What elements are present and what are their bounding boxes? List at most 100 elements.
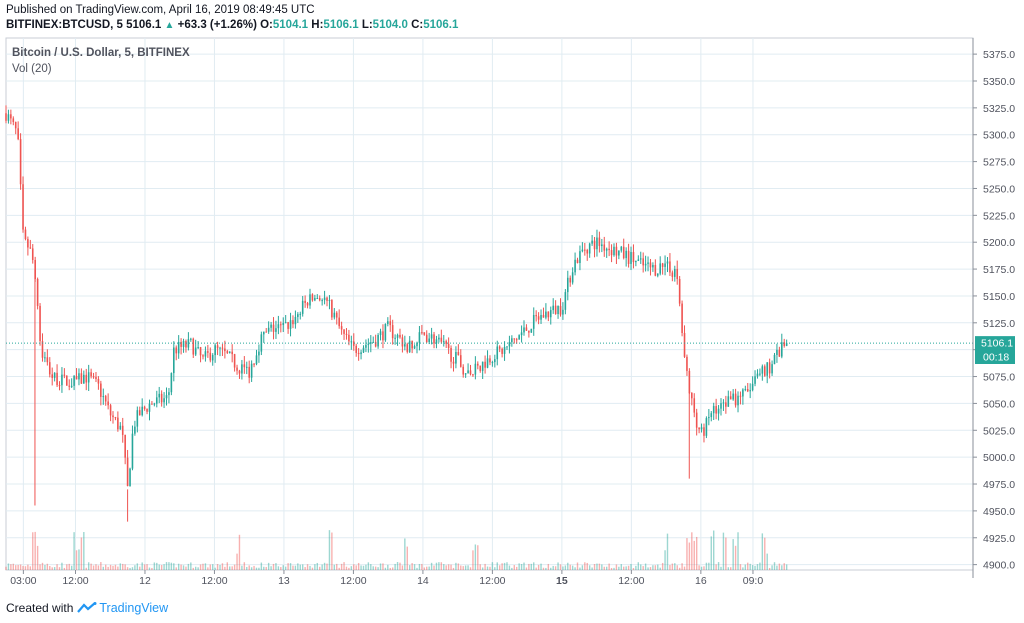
volume-bar (416, 567, 418, 570)
candles (5, 105, 788, 522)
volume-bar (39, 564, 41, 570)
candle-body (255, 355, 258, 365)
candle-body (7, 114, 10, 121)
time-axis[interactable]: 03:00 12:00 12 12:00 13 12:00 14 12:00 15 12:00 16… (10, 570, 763, 587)
candle-body (141, 406, 143, 416)
tradingview-logo[interactable]: TradingView (77, 601, 168, 615)
volume-bar (112, 565, 114, 570)
volume-bar (319, 566, 321, 570)
candle-body (270, 324, 272, 328)
volume-bar (180, 564, 182, 570)
candle-body (168, 392, 170, 396)
volume-bar (97, 565, 100, 570)
candle-body (173, 347, 175, 374)
candle-body (661, 263, 664, 267)
volume-bar (345, 566, 348, 570)
candle-body (355, 345, 358, 353)
y-tick-label: 4900.0 (983, 560, 1015, 572)
candle-body (211, 355, 214, 361)
candle-body (292, 320, 294, 325)
candle-body (224, 348, 226, 352)
volume-bar (265, 566, 267, 570)
volume-bar (469, 567, 472, 570)
candle-body (467, 370, 469, 374)
candle-body (287, 322, 289, 329)
volume-bar (681, 563, 683, 570)
volume-bar (464, 565, 467, 570)
candle-body (761, 366, 764, 374)
candle-body (511, 338, 513, 343)
candle-body (654, 265, 657, 276)
candle-body (143, 406, 146, 409)
volume-bar (533, 562, 535, 570)
candle-body (394, 337, 396, 339)
change-value: +63.3 (+1.26%) (177, 19, 257, 31)
volume-bar (175, 567, 177, 570)
candle-body (632, 252, 635, 263)
price-axis[interactable]: 5375.0 5350.0 5325.0 5300.0 5275.0 5250.0 5225… (972, 38, 1015, 578)
y-tick-label: 5125.0 (983, 318, 1015, 330)
volume-bar (654, 565, 657, 570)
volume-bar (462, 566, 464, 570)
volume-bar (309, 565, 311, 570)
volume-bar (229, 566, 231, 570)
volume-bar (601, 564, 603, 570)
x-tick-label: 12:00 (201, 575, 227, 587)
open-value: 5104.1 (272, 19, 309, 31)
candle-body (90, 372, 92, 377)
candle-body (85, 374, 88, 383)
volume-bar (528, 563, 530, 570)
candle-body (384, 323, 387, 341)
candle-body (708, 417, 710, 419)
last-price: 5106.1 (126, 19, 162, 31)
candle-body (309, 294, 311, 306)
candle-body (180, 341, 182, 347)
candle-body (691, 393, 693, 399)
candle-body (294, 316, 297, 325)
volume-bar (747, 562, 749, 570)
volume-bar (87, 562, 90, 570)
candle-body (433, 334, 435, 344)
candle-body (352, 341, 355, 346)
y-tick-label: 5325.0 (983, 103, 1015, 115)
candle-body (165, 395, 168, 399)
candle-body (348, 334, 350, 342)
candle-body (700, 427, 703, 430)
candle-body (175, 347, 178, 354)
volume-bar (447, 564, 450, 570)
candle-body (586, 249, 589, 254)
candle-body (31, 248, 34, 260)
close-label: C: (411, 19, 424, 31)
volume-bar (516, 566, 518, 570)
candle-body (508, 342, 511, 347)
candle-body (63, 374, 66, 376)
volume-bar (280, 567, 282, 570)
candle-body (576, 259, 579, 263)
volume-bar (333, 564, 336, 570)
x-tick-label: 09:0 (743, 575, 764, 587)
y-tick-label: 5025.0 (983, 425, 1015, 437)
volume-bar (34, 531, 36, 570)
candle-body (408, 340, 411, 352)
volume-bar (70, 565, 73, 570)
candle-body (447, 343, 450, 348)
volume-bar (377, 567, 379, 570)
candle-body (722, 402, 725, 404)
volume-bar (678, 567, 681, 570)
candle-body (712, 406, 715, 414)
volume-bar (83, 532, 85, 570)
volume-bar (117, 566, 119, 570)
volume-bar (649, 567, 652, 570)
candle-body (515, 339, 518, 341)
volume-bar (637, 562, 640, 570)
volume-bars (5, 530, 788, 570)
candle-body (411, 340, 413, 349)
candle-body (528, 330, 530, 333)
candle-body (464, 373, 467, 375)
tradingview-brand: TradingView (99, 601, 169, 615)
volume-bar (722, 532, 725, 570)
volume-bar (236, 553, 238, 570)
volume-bar (7, 563, 10, 570)
candle-body (759, 373, 761, 375)
